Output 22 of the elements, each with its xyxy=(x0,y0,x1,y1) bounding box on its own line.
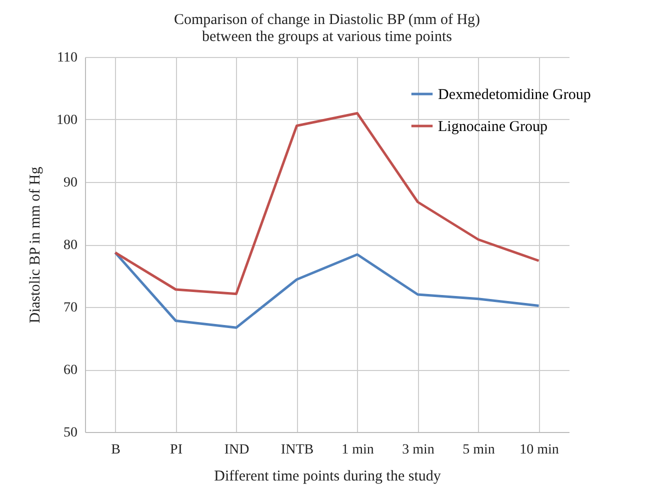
x-tick-label: PI xyxy=(170,442,183,458)
y-tick-label: 50 xyxy=(64,426,78,440)
x-tick-label: 5 min xyxy=(462,442,495,458)
x-tick-label: INTB xyxy=(280,442,314,458)
text: between the groups at various time points xyxy=(202,29,452,45)
y-tick-label: 60 xyxy=(64,363,78,378)
legend-label: Lignocaine Group xyxy=(438,119,548,135)
x-tick-label: IND xyxy=(224,442,250,458)
y-tick-label: 110 xyxy=(57,50,78,66)
x-tick-label: 10 min xyxy=(520,442,559,458)
legend-label: Dexmedetomidine Group xyxy=(438,87,591,103)
y-axis-title: Diastolic BP in mm of Hg xyxy=(28,166,44,324)
line-series xyxy=(114,251,540,329)
x-tick-label: B xyxy=(111,442,120,458)
y-tick-label: 90 xyxy=(64,176,78,190)
y-tick-label: 100 xyxy=(56,113,78,128)
y-tick-label: 80 xyxy=(64,238,78,253)
x-tick-label: 1 min xyxy=(342,442,374,458)
x-axis-title: Different time points during the study xyxy=(214,468,442,484)
text: Comparison of change in Diastolic BP (mm of Hg) xyxy=(174,12,480,28)
x-tick-label: 3 min xyxy=(402,442,434,458)
y-tick-label: 70 xyxy=(64,300,78,316)
